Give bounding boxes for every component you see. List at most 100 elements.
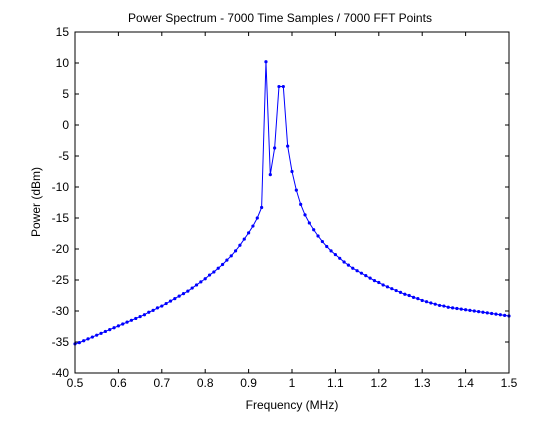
data-point <box>225 258 229 262</box>
x-tick-label: 0.5 <box>67 376 84 390</box>
data-point <box>273 146 277 150</box>
data-point <box>351 266 355 270</box>
data-point <box>134 316 138 321</box>
x-tick-label: 0.6 <box>110 376 127 390</box>
data-point <box>477 310 481 314</box>
data-point <box>160 304 164 308</box>
x-tick-label: 1 <box>289 376 296 390</box>
data-point <box>194 283 199 287</box>
data-point <box>164 301 168 306</box>
plot-background <box>75 32 509 373</box>
data-point <box>116 324 120 328</box>
data-point <box>481 310 485 314</box>
data-point <box>368 276 372 280</box>
plot-frame <box>74 31 510 374</box>
data-point <box>155 306 160 310</box>
x-tick-label: 0.7 <box>153 376 170 390</box>
y-tick-label: 5 <box>62 87 69 101</box>
data-point <box>281 84 285 89</box>
data-point <box>86 337 90 341</box>
data-point <box>394 288 398 293</box>
data-point <box>385 285 390 289</box>
data-point <box>177 294 181 298</box>
data-point <box>333 252 337 257</box>
series-layer <box>73 60 511 346</box>
data-point <box>82 339 86 343</box>
data-point <box>416 297 420 301</box>
data-point <box>468 308 472 312</box>
y-tick-label: -35 <box>52 335 70 349</box>
data-point <box>277 84 281 89</box>
data-point <box>464 308 468 312</box>
data-point <box>377 280 381 285</box>
data-point <box>398 290 403 294</box>
data-point <box>108 328 112 332</box>
y-tick-label: -10 <box>52 180 70 194</box>
data-point <box>381 283 385 287</box>
data-point <box>450 306 455 310</box>
data-point <box>498 313 502 317</box>
x-tick-label: 0.9 <box>240 376 257 390</box>
data-point <box>429 301 433 305</box>
data-point <box>342 260 346 264</box>
y-tick-label: -25 <box>52 273 70 287</box>
data-point <box>129 318 134 322</box>
data-point <box>459 307 463 311</box>
x-axis-label: Frequency (MHz) <box>246 398 339 412</box>
data-point <box>264 60 268 64</box>
chart-title: Power Spectrum - 7000 Time Samples / 700… <box>128 11 432 25</box>
data-point <box>229 254 233 258</box>
data-point <box>286 144 290 148</box>
data-point <box>407 293 411 298</box>
data-point <box>485 311 489 315</box>
data-point <box>142 313 147 317</box>
data-point <box>233 249 238 253</box>
data-point <box>294 188 298 192</box>
data-point <box>424 300 429 304</box>
data-point <box>95 333 99 337</box>
data-point <box>207 273 212 277</box>
data-point <box>494 312 498 316</box>
data-point <box>316 234 320 238</box>
x-tick-label: 1.2 <box>370 376 387 390</box>
data-point <box>125 320 129 324</box>
data-point <box>325 244 329 249</box>
data-point <box>203 277 207 281</box>
data-point <box>403 292 407 296</box>
data-point <box>433 302 437 306</box>
data-point <box>251 224 255 228</box>
data-point <box>320 239 324 244</box>
data-point <box>290 169 294 174</box>
data-point <box>312 228 316 232</box>
data-point <box>359 271 364 275</box>
data-point <box>260 205 264 210</box>
data-point <box>372 279 377 283</box>
data-point <box>121 322 125 326</box>
data-point <box>99 331 103 335</box>
data-point <box>472 309 476 313</box>
data-point <box>437 303 442 308</box>
data-point <box>112 326 116 330</box>
y-tick-label: -40 <box>52 366 70 380</box>
y-tick-label: -5 <box>58 149 69 163</box>
data-point <box>442 304 446 308</box>
data-point <box>199 280 203 284</box>
data-point <box>247 231 251 235</box>
data-point <box>242 237 246 241</box>
data-point <box>190 286 194 290</box>
data-point <box>446 305 450 309</box>
data-point <box>307 221 311 225</box>
y-axis-label: Power (dBm) <box>29 167 43 237</box>
data-point <box>503 313 507 317</box>
y-tick-label: -20 <box>52 242 70 256</box>
data-point <box>103 329 107 334</box>
x-tick-label: 1.5 <box>501 376 518 390</box>
data-point <box>255 216 259 220</box>
data-point <box>490 311 494 316</box>
x-tick-label: 0.8 <box>197 376 214 390</box>
data-point <box>147 310 151 314</box>
data-point <box>411 295 416 299</box>
x-tick-label: 1.1 <box>327 376 344 390</box>
data-point <box>90 335 94 339</box>
y-tick-label: 0 <box>62 118 69 132</box>
